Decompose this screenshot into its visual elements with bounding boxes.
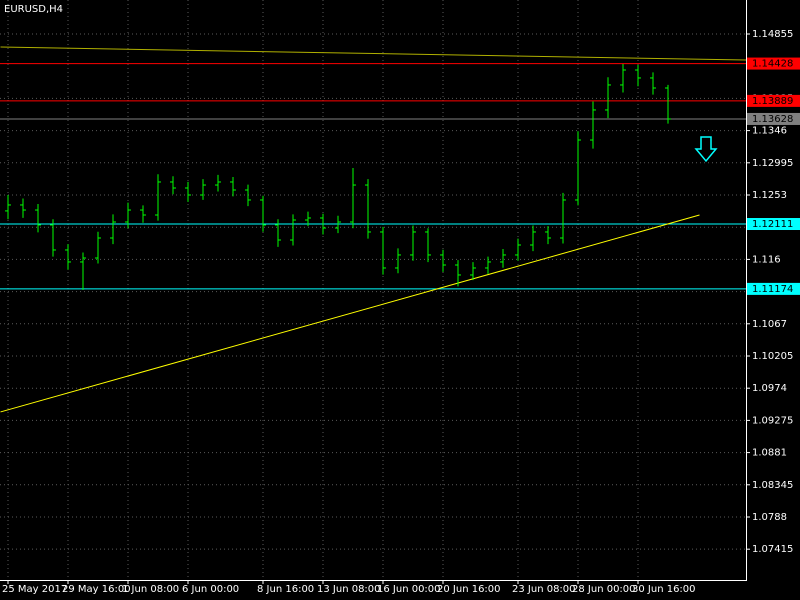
chart-title: EURUSD,H4 (4, 4, 63, 15)
price-level-label: 1.13889 (752, 96, 793, 107)
x-tick-label: 16 Jun 00:00 (377, 584, 441, 595)
y-tick-label: 1.12995 (752, 158, 793, 169)
y-tick-label: 1.0788 (752, 512, 787, 523)
price-level-box (747, 218, 800, 231)
y-tick-label: 1.116 (752, 254, 781, 265)
y-tick-label: 1.08345 (752, 480, 793, 491)
y-tick-label: 1.07415 (752, 544, 793, 555)
y-tick-label: 1.09275 (752, 415, 793, 426)
grid (0, 0, 746, 580)
x-tick-label: 6 Jun 00:00 (182, 584, 239, 595)
price-level-label: 1.11174 (752, 284, 793, 295)
y-tick-label: 1.10205 (752, 351, 793, 362)
y-tick-label: 1.1253 (752, 190, 787, 201)
x-tick-label: 30 Jun 16:00 (632, 584, 696, 595)
x-tick-label: 25 May 2017 (2, 584, 67, 595)
x-tick-label: 13 Jun 08:00 (317, 584, 381, 595)
y-tick-label: 1.1067 (752, 319, 787, 330)
y-tick-label: 1.14855 (752, 29, 793, 40)
axis: 1.148551.139251.13461.129951.12531.12065… (2, 29, 800, 595)
price-level-label: 1.14428 (752, 59, 793, 70)
price-level-box (747, 282, 800, 295)
y-tick-label: 1.0881 (752, 448, 787, 459)
x-tick-label: 20 Jun 16:00 (437, 584, 501, 595)
price-level-box (747, 57, 800, 70)
price-level-label: 1.13628 (752, 114, 793, 125)
x-tick-label: 1 Jun 08:00 (122, 584, 179, 595)
x-tick-label: 28 Jun 00:00 (572, 584, 636, 595)
sell-arrow (694, 136, 718, 163)
trendline (0, 46, 747, 61)
x-tick-label: 29 May 16:00 (62, 584, 131, 595)
x-tick-label: 23 Jun 08:00 (512, 584, 576, 595)
price-level-label: 1.12111 (752, 219, 793, 230)
price-level-box (747, 112, 800, 125)
trendline (0, 214, 700, 413)
y-tick-label: 1.1346 (752, 126, 787, 137)
price-level-box (747, 94, 800, 107)
plot (0, 46, 747, 413)
price-axis-line (746, 0, 747, 580)
y-tick-label: 1.0974 (752, 383, 787, 394)
time-axis-line (0, 580, 747, 581)
x-tick-label: 8 Jun 16:00 (257, 584, 314, 595)
